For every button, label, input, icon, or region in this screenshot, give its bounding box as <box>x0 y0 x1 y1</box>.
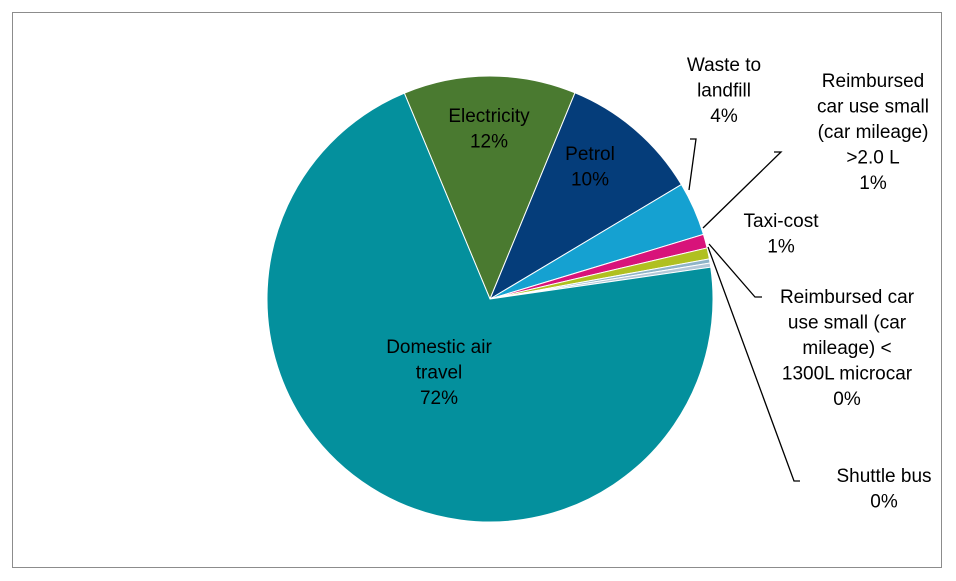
data-label-taxi-cost: Taxi-cost 1% <box>744 211 820 258</box>
data-label-line: use small (car <box>788 313 907 334</box>
data-label-line: 0% <box>870 492 898 513</box>
data-label-line: (car mileage) <box>818 122 929 143</box>
data-label-line: 1% <box>859 173 887 194</box>
pie-slice-electricity <box>403 75 576 301</box>
data-label-line: >2.0 L <box>846 148 899 169</box>
pie-slice-petrol <box>488 92 683 301</box>
data-label-line: Electricity <box>448 106 530 127</box>
chart-area: Electricity 12% Petrol 10% Waste to landfill 4… <box>12 12 942 568</box>
leader-line-reimbursed-car-use-small-car-mileage-2-0-l <box>702 151 783 229</box>
leader-line-shuttle-bus <box>707 246 800 482</box>
leader-line-reimbursed-car-use-small-car-mileage-1300l-microcar <box>708 243 762 298</box>
data-label-line: Petrol <box>565 144 615 165</box>
data-label-line: car use small <box>817 97 929 118</box>
data-label-shuttle-bus: Shuttle bus 0% <box>836 466 931 513</box>
data-label-waste-to-landfill: Waste to landfill 4% <box>687 55 761 127</box>
data-label-line: Domestic air <box>386 337 492 358</box>
data-label-reimbursed-car-use-small-car-mileage-1300l-microcar: Reimbursed car use small (car mileage) < 13… <box>780 287 915 410</box>
data-label-line: mileage) < <box>802 338 891 359</box>
data-label-petrol: Petrol 10% <box>565 144 615 191</box>
data-label-electricity: Electricity 12% <box>448 106 530 153</box>
data-label-line: Reimbursed <box>822 71 924 92</box>
data-label-line: 0% <box>833 389 861 410</box>
data-label-line: 12% <box>470 132 508 153</box>
data-label-line: Taxi-cost <box>744 211 820 232</box>
data-label-reimbursed-car-use-small-car-mileage-2-0-l: Reimbursed car use small (car mileage) >2.0… <box>817 71 929 194</box>
data-label-line: 1% <box>767 237 795 258</box>
pie-slice-domestic-air-travel <box>266 92 714 523</box>
data-label-line: landfill <box>697 81 751 102</box>
data-label-line: 4% <box>710 106 738 127</box>
leader-line-waste-to-landfill <box>688 138 697 191</box>
pie-chart: Electricity 12% Petrol 10% Waste to landfill 4… <box>266 55 932 523</box>
data-label-line: 1300L microcar <box>782 364 913 385</box>
data-label-domestic-air-travel: Domestic air travel 72% <box>386 337 492 409</box>
data-label-line: Waste to <box>687 55 761 76</box>
data-label-line: 10% <box>571 170 609 191</box>
data-label-line: travel <box>416 363 462 384</box>
data-label-line: Shuttle bus <box>836 466 931 487</box>
data-label-line: Reimbursed car <box>780 287 915 308</box>
data-label-line: 72% <box>420 388 458 409</box>
